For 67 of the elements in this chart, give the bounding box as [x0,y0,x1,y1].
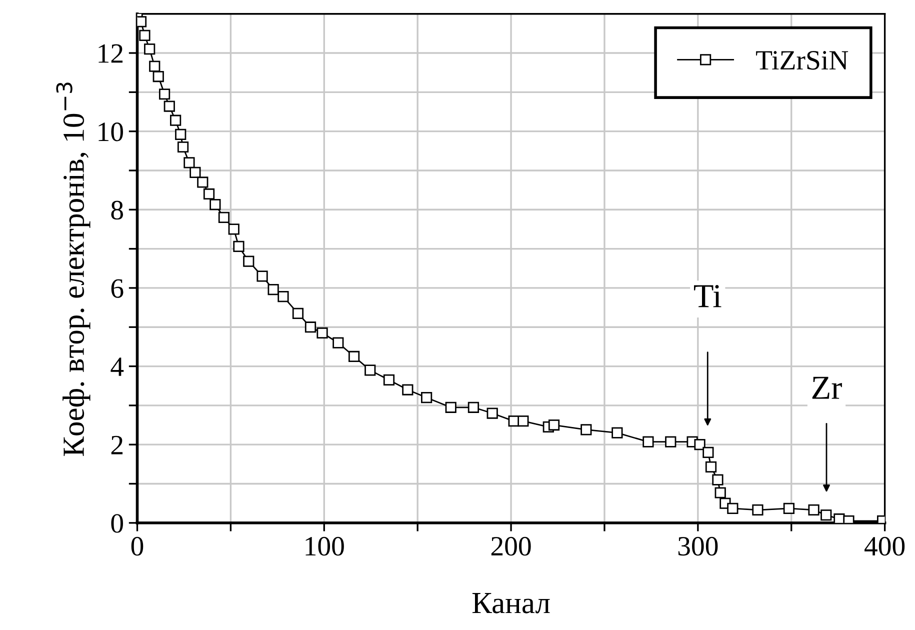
point [820,510,832,521]
point [197,176,208,188]
point [256,270,268,282]
point [580,424,592,436]
y-tick-label: 4 [110,358,124,376]
x-tick-label: 300 [678,536,718,556]
legend-label: TiZrSiN [756,51,848,70]
point [752,504,764,516]
point [190,166,201,178]
point [228,224,240,235]
point [383,374,395,386]
point [705,461,717,472]
point [694,439,706,450]
y-tick-label: 12 [98,44,123,63]
point [486,408,498,419]
point [218,212,230,224]
point [642,436,654,448]
point [184,157,195,168]
point [164,100,175,112]
x-tick-label: 0 [131,536,144,556]
point [612,427,623,438]
x-tick-label: 400 [864,536,905,556]
point [727,502,738,514]
point [665,436,676,448]
point [170,114,182,126]
point [304,322,316,333]
point [332,337,344,348]
point [175,128,186,140]
point [278,291,289,302]
point [203,188,215,200]
point [783,502,794,514]
point [316,327,328,339]
x-tick-label: 200 [491,536,531,556]
point [177,141,189,153]
y-tick-label: 8 [111,200,123,220]
point [158,88,170,100]
point [210,199,221,210]
point [445,402,456,413]
y-tick-label: 6 [111,279,124,298]
point [548,419,560,431]
point [364,364,376,376]
point [402,384,414,396]
point [268,284,279,296]
point [712,474,724,486]
y-axis-title: Коеф. втор. електронів, 10$^{−3}$ [56,82,90,456]
point [137,16,147,28]
y-tick-label: 0 [111,514,123,533]
point [139,30,150,41]
x-axis-title: Канал [472,593,550,614]
point [702,446,714,458]
point [468,402,480,413]
point [144,44,156,55]
point [233,240,244,252]
y-tick-label: 2 [111,436,123,454]
annotation: Ti [694,285,722,308]
point [348,350,360,362]
point [152,70,164,82]
point [714,487,726,498]
point [292,308,304,319]
point [421,392,432,404]
point [808,504,820,516]
annotation: Zr [812,376,842,399]
y-tick-label: 10 [98,122,123,142]
x-tick-label: 100 [306,536,344,556]
point [518,416,529,427]
point [149,60,160,72]
point [243,256,254,267]
